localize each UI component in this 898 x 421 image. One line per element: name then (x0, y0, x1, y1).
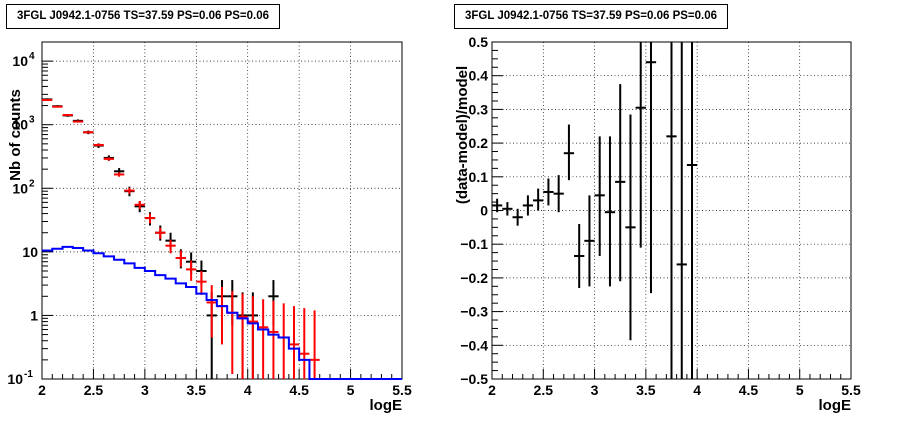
chart-title: 3FGL J0942.1-0756 TS=37.59 PS=0.06 PS=0.… (454, 4, 729, 29)
data-point (299, 308, 310, 379)
data-point (114, 172, 125, 177)
data-point (502, 202, 513, 216)
data-point (604, 136, 616, 287)
data-point (666, 42, 677, 379)
data-point (124, 187, 135, 194)
data-point (278, 303, 289, 379)
y-tick-label: −0.5 (460, 371, 488, 387)
x-tick-label: 2 (38, 382, 46, 398)
data-point (237, 293, 248, 379)
y-tick-exponent: 4 (29, 51, 35, 62)
y-tick-label: 10 (7, 371, 23, 387)
x-tick-label: 5 (347, 382, 355, 398)
data-point (93, 143, 104, 147)
x-tick-label: 2 (488, 382, 496, 398)
data-point (594, 136, 605, 256)
y-tick-label: 10 (12, 180, 28, 196)
data-point (62, 114, 73, 117)
data-point (165, 239, 176, 254)
data-point (247, 296, 258, 379)
x-tick-label: 4.5 (289, 382, 309, 398)
data-point (155, 227, 166, 239)
y-tick-label: 0.1 (469, 169, 489, 185)
data-point (533, 188, 544, 211)
data-point (42, 98, 53, 101)
y-tick-exponent: 2 (29, 178, 35, 189)
data-point (563, 124, 575, 181)
data-point (52, 105, 63, 108)
x-tick-label: 5 (796, 382, 804, 398)
data-point (584, 195, 595, 287)
y-tick-label: 0.2 (469, 135, 489, 151)
data-point (309, 310, 320, 379)
data-point (543, 178, 554, 206)
series-2 (42, 245, 402, 380)
data-point (227, 291, 238, 374)
x-axis-title: logE (819, 397, 852, 414)
y-axis-title: (data-model)/model (454, 66, 471, 204)
data-point (206, 285, 217, 338)
y-tick-label: 0.3 (469, 101, 489, 117)
model-step-line (42, 245, 402, 380)
data-point (686, 42, 698, 379)
x-tick-label: 5.5 (392, 382, 412, 398)
data-point (625, 114, 636, 341)
x-tick-label: 4 (244, 382, 252, 398)
x-tick-label: 3.5 (636, 382, 656, 398)
data-point (492, 198, 503, 213)
series-0 (492, 42, 698, 379)
y-tick-exponent: 3 (29, 115, 35, 126)
y-tick-label: −0.2 (460, 270, 488, 286)
data-point (258, 299, 269, 379)
counts-pad: 2 2.5 3 3.5 4 4.5 5 5.5 10 -1 1 10 10 2 10 3 10 4 logE Nb o… (6, 4, 412, 414)
y-tick-label: 10 (12, 117, 28, 133)
data-point (103, 157, 114, 161)
data-point (186, 260, 197, 281)
data-point (175, 250, 186, 267)
data-point (512, 208, 523, 226)
x-tick-label: 3.5 (187, 382, 207, 398)
y-tick-label: 0 (480, 203, 488, 219)
residuals-pad: 2 2.5 3 3.5 4 4.5 5 5.5 −0.5 −0.4 −0.3 −0.2 −0.1 0 0.1… (449, 0, 898, 421)
y-tick-exponent: -1 (24, 369, 33, 380)
y-axis-title: Nb of counts (7, 89, 24, 181)
data-point (615, 84, 626, 282)
data-point (676, 42, 687, 379)
data-point (635, 42, 646, 248)
y-tick-label: 0.5 (469, 34, 489, 50)
data-point (196, 270, 207, 295)
data-point (134, 201, 145, 210)
x-tick-label: 4 (693, 382, 701, 398)
grid (41, 42, 403, 380)
chart-title: 3FGL J0942.1-0756 TS=37.59 PS=0.06 PS=0.… (6, 4, 281, 29)
y-tick-label: −0.1 (460, 236, 488, 252)
y-tick-label: 10 (12, 53, 28, 69)
x-axis-title: logE (370, 397, 403, 414)
data-point (268, 300, 279, 379)
data-point (72, 120, 84, 123)
y-tick-label: 0.4 (469, 68, 489, 84)
x-tick-label: 2.5 (534, 382, 554, 398)
data-point (553, 175, 564, 213)
data-point (645, 42, 657, 294)
residuals-chart: 2 2.5 3 3.5 4 4.5 5 5.5 −0.5 −0.4 −0.3 −0.2 −0.1 0 0.1… (454, 34, 861, 414)
x-tick-label: 3 (141, 382, 149, 398)
data-point (288, 306, 300, 379)
data-point (522, 195, 534, 216)
x-tick-label: 5.5 (841, 382, 861, 398)
data-point (144, 213, 156, 224)
x-tick-label: 3 (591, 382, 599, 398)
y-tick-label: 10 (22, 244, 38, 260)
data-point (83, 131, 94, 134)
x-tick-label: 4.5 (739, 382, 759, 398)
y-tick-label: −0.3 (460, 304, 488, 320)
y-tick-label: 1 (30, 307, 38, 323)
x-tick-label: 2.5 (84, 382, 104, 398)
y-tick-label: −0.4 (460, 337, 488, 353)
plot-frame (41, 41, 403, 380)
data-point (574, 223, 585, 289)
